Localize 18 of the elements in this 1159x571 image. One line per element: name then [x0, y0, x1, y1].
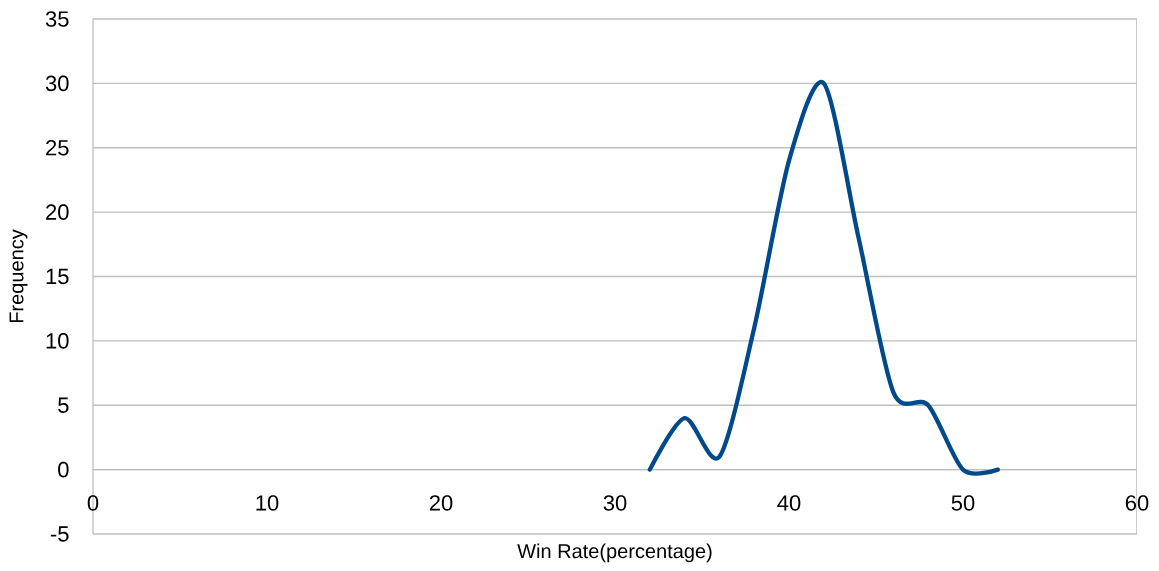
- y-tick-label: -5: [50, 526, 69, 542]
- x-tick-label: 40: [777, 495, 801, 511]
- y-axis-title: Frequency: [9, 229, 28, 323]
- x-tick-label: 30: [603, 495, 627, 511]
- y-tick-label: 5: [58, 397, 69, 413]
- y-tick-label: 10: [46, 333, 69, 349]
- y-tick-label: 35: [45, 11, 69, 27]
- x-tick-label: 50: [951, 495, 975, 511]
- x-tick-label: 60: [1125, 495, 1149, 511]
- y-tick-label: 20: [46, 204, 69, 220]
- y-tick-label: 0: [58, 461, 69, 478]
- y-tick-label: 25: [46, 139, 69, 156]
- x-tick-label: 10: [256, 495, 279, 511]
- x-axis-title: Win Rate(percentage): [517, 543, 712, 563]
- y-tick-label: 15: [46, 268, 69, 285]
- y-tick-label: 30: [45, 75, 69, 92]
- x-tick-label: 0: [87, 495, 99, 511]
- x-tick-label: 20: [429, 495, 453, 511]
